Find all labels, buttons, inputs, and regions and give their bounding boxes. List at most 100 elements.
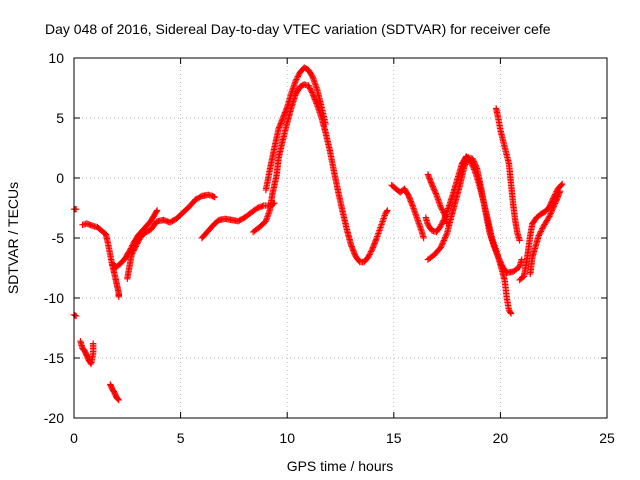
data-point xyxy=(130,247,137,254)
y-tick-label: -15 xyxy=(44,350,64,366)
data-point xyxy=(115,293,122,300)
data-point xyxy=(368,247,375,254)
data-point xyxy=(462,161,469,168)
data-point xyxy=(556,188,564,195)
data-point xyxy=(472,162,479,169)
data-point xyxy=(438,242,445,250)
y-tick-label: 10 xyxy=(48,50,64,66)
data-point xyxy=(307,86,314,93)
data-point xyxy=(71,312,79,319)
data-point xyxy=(153,208,160,215)
data-point xyxy=(438,241,446,248)
data-point xyxy=(470,158,478,165)
data-point xyxy=(471,159,478,167)
data-point xyxy=(469,155,476,162)
data-point xyxy=(497,259,504,266)
data-point xyxy=(551,201,558,209)
data-point xyxy=(128,251,135,258)
data-point xyxy=(295,72,302,79)
data-point xyxy=(546,211,554,219)
data-point xyxy=(420,234,427,242)
data-point xyxy=(437,203,444,210)
data-point xyxy=(129,250,136,257)
y-tick-label: -5 xyxy=(52,230,65,246)
data-point xyxy=(440,238,447,246)
data-point xyxy=(134,239,142,246)
data-point xyxy=(131,246,138,253)
data-point xyxy=(558,181,565,189)
data-point xyxy=(438,205,445,212)
data-point xyxy=(437,244,444,251)
data-point xyxy=(114,396,122,403)
x-tick-label: 5 xyxy=(177,430,185,446)
data-point xyxy=(496,256,503,264)
grid xyxy=(74,58,607,418)
data-point xyxy=(461,162,468,170)
x-tick-label: 10 xyxy=(279,430,295,446)
data-point xyxy=(438,221,445,228)
data-point xyxy=(306,83,313,91)
data-point xyxy=(438,206,446,213)
data-point xyxy=(365,252,373,259)
y-tick-label: -20 xyxy=(44,410,64,426)
data-point xyxy=(384,207,391,214)
data-point xyxy=(548,207,556,214)
data-point xyxy=(463,158,470,165)
data-point xyxy=(428,182,436,189)
y-axis-label: SDTVAR / TECUs xyxy=(5,182,21,294)
data-point xyxy=(429,183,436,190)
y-tick-label: -10 xyxy=(44,290,64,306)
data-point xyxy=(129,248,137,256)
data-point xyxy=(547,210,554,217)
data-point xyxy=(441,234,449,241)
data-point xyxy=(365,254,372,261)
data-point xyxy=(516,237,523,244)
x-tick-label: 15 xyxy=(386,430,402,446)
data-point xyxy=(366,251,373,258)
y-tick-label: 5 xyxy=(56,110,64,126)
data-point xyxy=(443,231,450,238)
data-point xyxy=(308,88,315,95)
data-point xyxy=(308,72,316,80)
data-point xyxy=(440,209,447,216)
chart-title: Day 048 of 2016, Sidereal Day-to-day VTE… xyxy=(45,21,551,37)
data-point xyxy=(135,237,142,244)
data-points xyxy=(70,64,566,404)
data-point xyxy=(293,74,301,82)
data-point xyxy=(89,340,97,347)
data-point xyxy=(134,240,141,247)
data-point xyxy=(549,206,556,213)
data-point xyxy=(153,207,161,214)
data-point xyxy=(546,213,553,220)
x-axis-label: GPS time / hours xyxy=(287,458,394,474)
data-point xyxy=(539,225,546,232)
data-point xyxy=(292,77,299,84)
data-point xyxy=(538,226,545,234)
data-point xyxy=(431,187,438,194)
data-point xyxy=(551,200,559,207)
data-point xyxy=(132,243,140,250)
data-point xyxy=(293,76,300,83)
data-point xyxy=(210,193,217,200)
data-point xyxy=(507,310,515,317)
data-point xyxy=(462,159,470,167)
data-point xyxy=(473,163,480,171)
data-point xyxy=(559,180,566,188)
x-tick-label: 0 xyxy=(70,430,78,446)
data-point xyxy=(545,214,552,221)
data-point xyxy=(536,231,543,238)
data-point xyxy=(548,199,555,206)
data-point xyxy=(367,248,375,255)
data-point xyxy=(441,235,448,243)
data-point xyxy=(439,207,447,215)
data-point xyxy=(432,190,440,197)
data-point xyxy=(322,120,329,128)
data-point xyxy=(115,396,122,404)
data-point xyxy=(383,208,390,215)
data-point xyxy=(537,228,545,235)
data-point xyxy=(432,188,439,196)
data-point xyxy=(367,249,374,257)
data-point xyxy=(308,89,316,96)
data-point xyxy=(495,255,503,262)
